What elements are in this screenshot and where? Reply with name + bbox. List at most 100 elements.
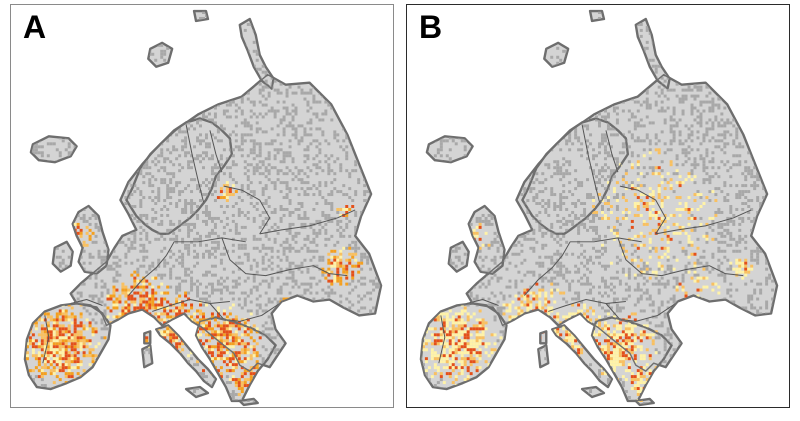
raster-cell bbox=[234, 336, 238, 340]
raster-cell bbox=[315, 342, 319, 346]
raster-cell bbox=[94, 327, 98, 331]
raster-cell bbox=[151, 130, 155, 134]
raster-cell bbox=[151, 145, 155, 149]
raster-cell bbox=[106, 79, 110, 83]
raster-cell bbox=[273, 228, 277, 232]
raster-cell bbox=[55, 357, 59, 361]
raster-cell bbox=[64, 315, 68, 319]
raster-cell bbox=[243, 61, 247, 65]
raster-cell bbox=[297, 43, 301, 47]
raster-cell bbox=[199, 309, 202, 313]
raster-cell bbox=[73, 360, 77, 364]
raster-cell bbox=[202, 151, 205, 155]
raster-cell bbox=[127, 324, 131, 328]
raster-cell bbox=[163, 306, 167, 310]
raster-cell bbox=[288, 52, 292, 56]
raster-cell bbox=[276, 16, 280, 20]
raster-cell bbox=[109, 207, 113, 211]
raster-cell bbox=[187, 234, 191, 238]
raster-cell bbox=[369, 202, 373, 206]
raster-cell bbox=[196, 315, 200, 319]
raster-cell bbox=[61, 318, 65, 322]
raster-cell bbox=[43, 49, 47, 53]
raster-cell bbox=[309, 133, 313, 137]
raster-cell bbox=[79, 315, 83, 319]
raster-cell bbox=[190, 315, 194, 319]
raster-cell bbox=[324, 231, 328, 235]
raster-cell bbox=[210, 264, 214, 268]
raster-cell bbox=[372, 306, 376, 310]
raster-cell bbox=[37, 145, 41, 149]
raster-cell bbox=[351, 303, 355, 307]
raster-cell bbox=[175, 339, 179, 343]
raster-cell bbox=[372, 190, 376, 194]
raster-cell bbox=[133, 285, 137, 289]
raster-cell bbox=[318, 52, 322, 56]
raster-cell bbox=[187, 246, 191, 250]
raster-cell bbox=[184, 210, 188, 214]
raster-cell bbox=[184, 151, 188, 155]
raster-cell bbox=[148, 121, 152, 125]
raster-cell bbox=[303, 130, 307, 134]
raster-cell bbox=[288, 243, 292, 247]
raster-cell bbox=[258, 249, 262, 253]
raster-cell bbox=[24, 178, 26, 182]
raster-cell bbox=[103, 181, 107, 185]
raster-cell bbox=[133, 318, 137, 322]
raster-cell bbox=[312, 40, 316, 44]
raster-cell bbox=[133, 321, 137, 325]
raster-cell bbox=[252, 345, 256, 349]
raster-cell bbox=[294, 330, 298, 334]
raster-cell bbox=[336, 11, 340, 15]
raster-cell bbox=[190, 306, 194, 310]
raster-cell bbox=[202, 312, 205, 316]
raster-cell bbox=[115, 297, 119, 301]
raster-cell bbox=[291, 342, 295, 346]
raster-cell bbox=[49, 339, 53, 343]
raster-cell bbox=[139, 330, 143, 334]
raster-cell bbox=[387, 29, 390, 32]
raster-cell bbox=[279, 243, 283, 247]
raster-cell bbox=[178, 342, 182, 346]
raster-cell bbox=[17, 154, 20, 157]
raster-cell bbox=[255, 246, 259, 250]
raster-cell bbox=[85, 22, 89, 26]
raster-cell bbox=[46, 243, 50, 247]
raster-cell bbox=[207, 294, 211, 298]
raster-cell bbox=[163, 309, 167, 313]
raster-cell bbox=[151, 124, 155, 128]
raster-cell bbox=[163, 106, 167, 110]
raster-cell bbox=[145, 115, 149, 119]
raster-cell bbox=[79, 172, 83, 176]
raster-cell bbox=[142, 106, 146, 110]
raster-cell bbox=[303, 73, 307, 77]
raster-cell bbox=[148, 294, 152, 298]
raster-cell bbox=[303, 133, 307, 137]
raster-cell bbox=[17, 95, 20, 98]
raster-cell bbox=[285, 166, 289, 170]
raster-cell bbox=[222, 225, 226, 229]
raster-cell bbox=[315, 145, 319, 149]
raster-cell bbox=[264, 11, 268, 12]
raster-cell bbox=[193, 157, 197, 161]
raster-cell bbox=[196, 285, 200, 289]
raster-cell bbox=[369, 61, 373, 65]
raster-cell bbox=[321, 34, 325, 38]
raster-cell bbox=[37, 178, 41, 182]
raster-cell bbox=[49, 327, 53, 331]
raster-cell bbox=[196, 333, 200, 337]
raster-cell bbox=[345, 213, 349, 217]
raster-cell bbox=[297, 58, 301, 62]
raster-cell bbox=[261, 160, 265, 164]
raster-cell bbox=[306, 216, 310, 220]
raster-cell bbox=[252, 103, 256, 107]
raster-cell bbox=[225, 61, 229, 65]
raster-cell bbox=[351, 88, 355, 92]
raster-cell bbox=[14, 286, 17, 289]
raster-cell bbox=[285, 207, 289, 211]
raster-cell bbox=[184, 55, 188, 59]
raster-cell bbox=[124, 357, 128, 361]
raster-cell bbox=[73, 61, 77, 65]
raster-cell bbox=[324, 25, 328, 29]
raster-cell bbox=[282, 11, 286, 12]
